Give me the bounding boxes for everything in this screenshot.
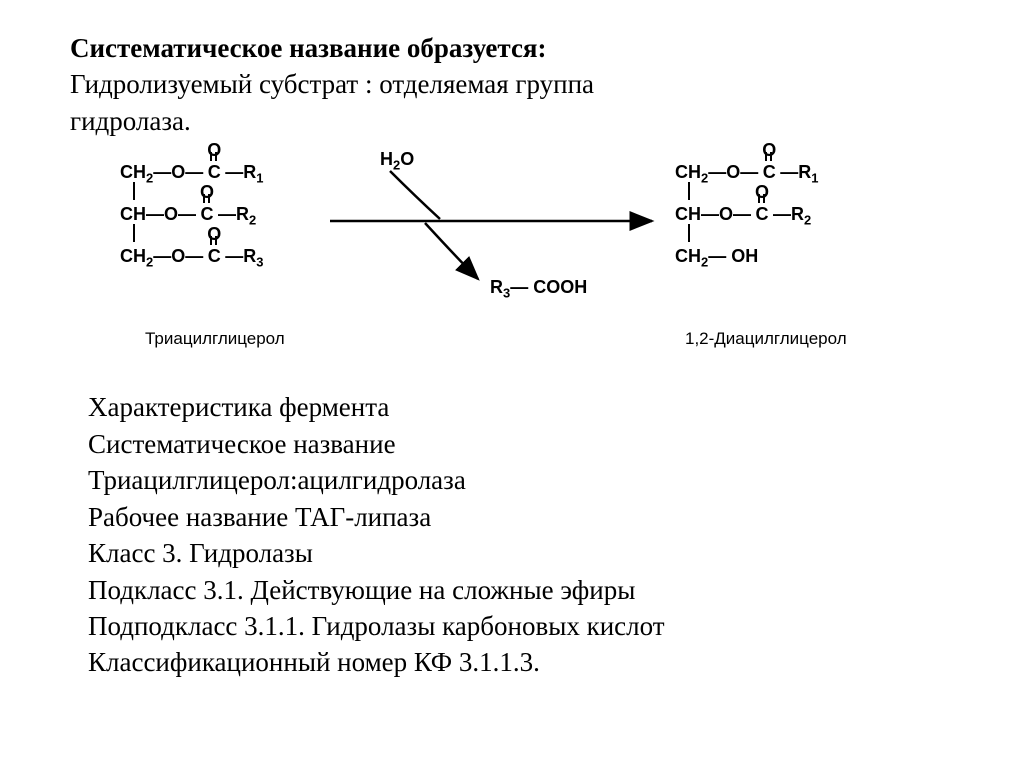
title-line1: Гидролизуемый субстрат : отделяемая груп… xyxy=(70,69,594,99)
enzyme-characteristics: Характеристика фермента Систематическое … xyxy=(88,389,954,681)
enzyme-l1: Характеристика фермента xyxy=(88,389,954,425)
molecule-diacylglycerol: CH2—O—C O —R1 CH—O—C O —R2 CH2— OH xyxy=(675,159,818,285)
enzyme-l4: Рабочее название ТАГ-липаза xyxy=(88,499,954,535)
molecule-triacylglycerol: CH2—O—C O —R1 CH—O—C O —R2 CH2—O—C O —R3 xyxy=(120,159,263,285)
product-r3cooh: R3— COOH xyxy=(490,277,587,301)
enzyme-l2: Систематическое название xyxy=(88,426,954,462)
title-block: Систематическое название образуется: Гид… xyxy=(70,30,954,139)
enzyme-l5: Класс 3. Гидролазы xyxy=(88,535,954,571)
enzyme-l8: Классификационный номер КФ 3.1.1.3. xyxy=(88,644,954,680)
enzyme-l6: Подкласс 3.1. Действующие на сложные эфи… xyxy=(88,572,954,608)
caption-left: Триацилглицерол xyxy=(145,329,285,349)
title-line2: гидролаза. xyxy=(70,106,191,136)
reaction-diagram: CH2—O—C O —R1 CH—O—C O —R2 CH2—O—C O —R3 xyxy=(90,149,954,369)
caption-right: 1,2-Диацилглицерол xyxy=(685,329,847,349)
enzyme-l7: Подподкласс 3.1.1. Гидролазы карбоновых … xyxy=(88,608,954,644)
page: Систематическое название образуется: Гид… xyxy=(0,0,1024,681)
enzyme-l3: Триацилглицерол:ацилгидролаза xyxy=(88,462,954,498)
title-heading: Систематическое название образуется: xyxy=(70,33,547,63)
